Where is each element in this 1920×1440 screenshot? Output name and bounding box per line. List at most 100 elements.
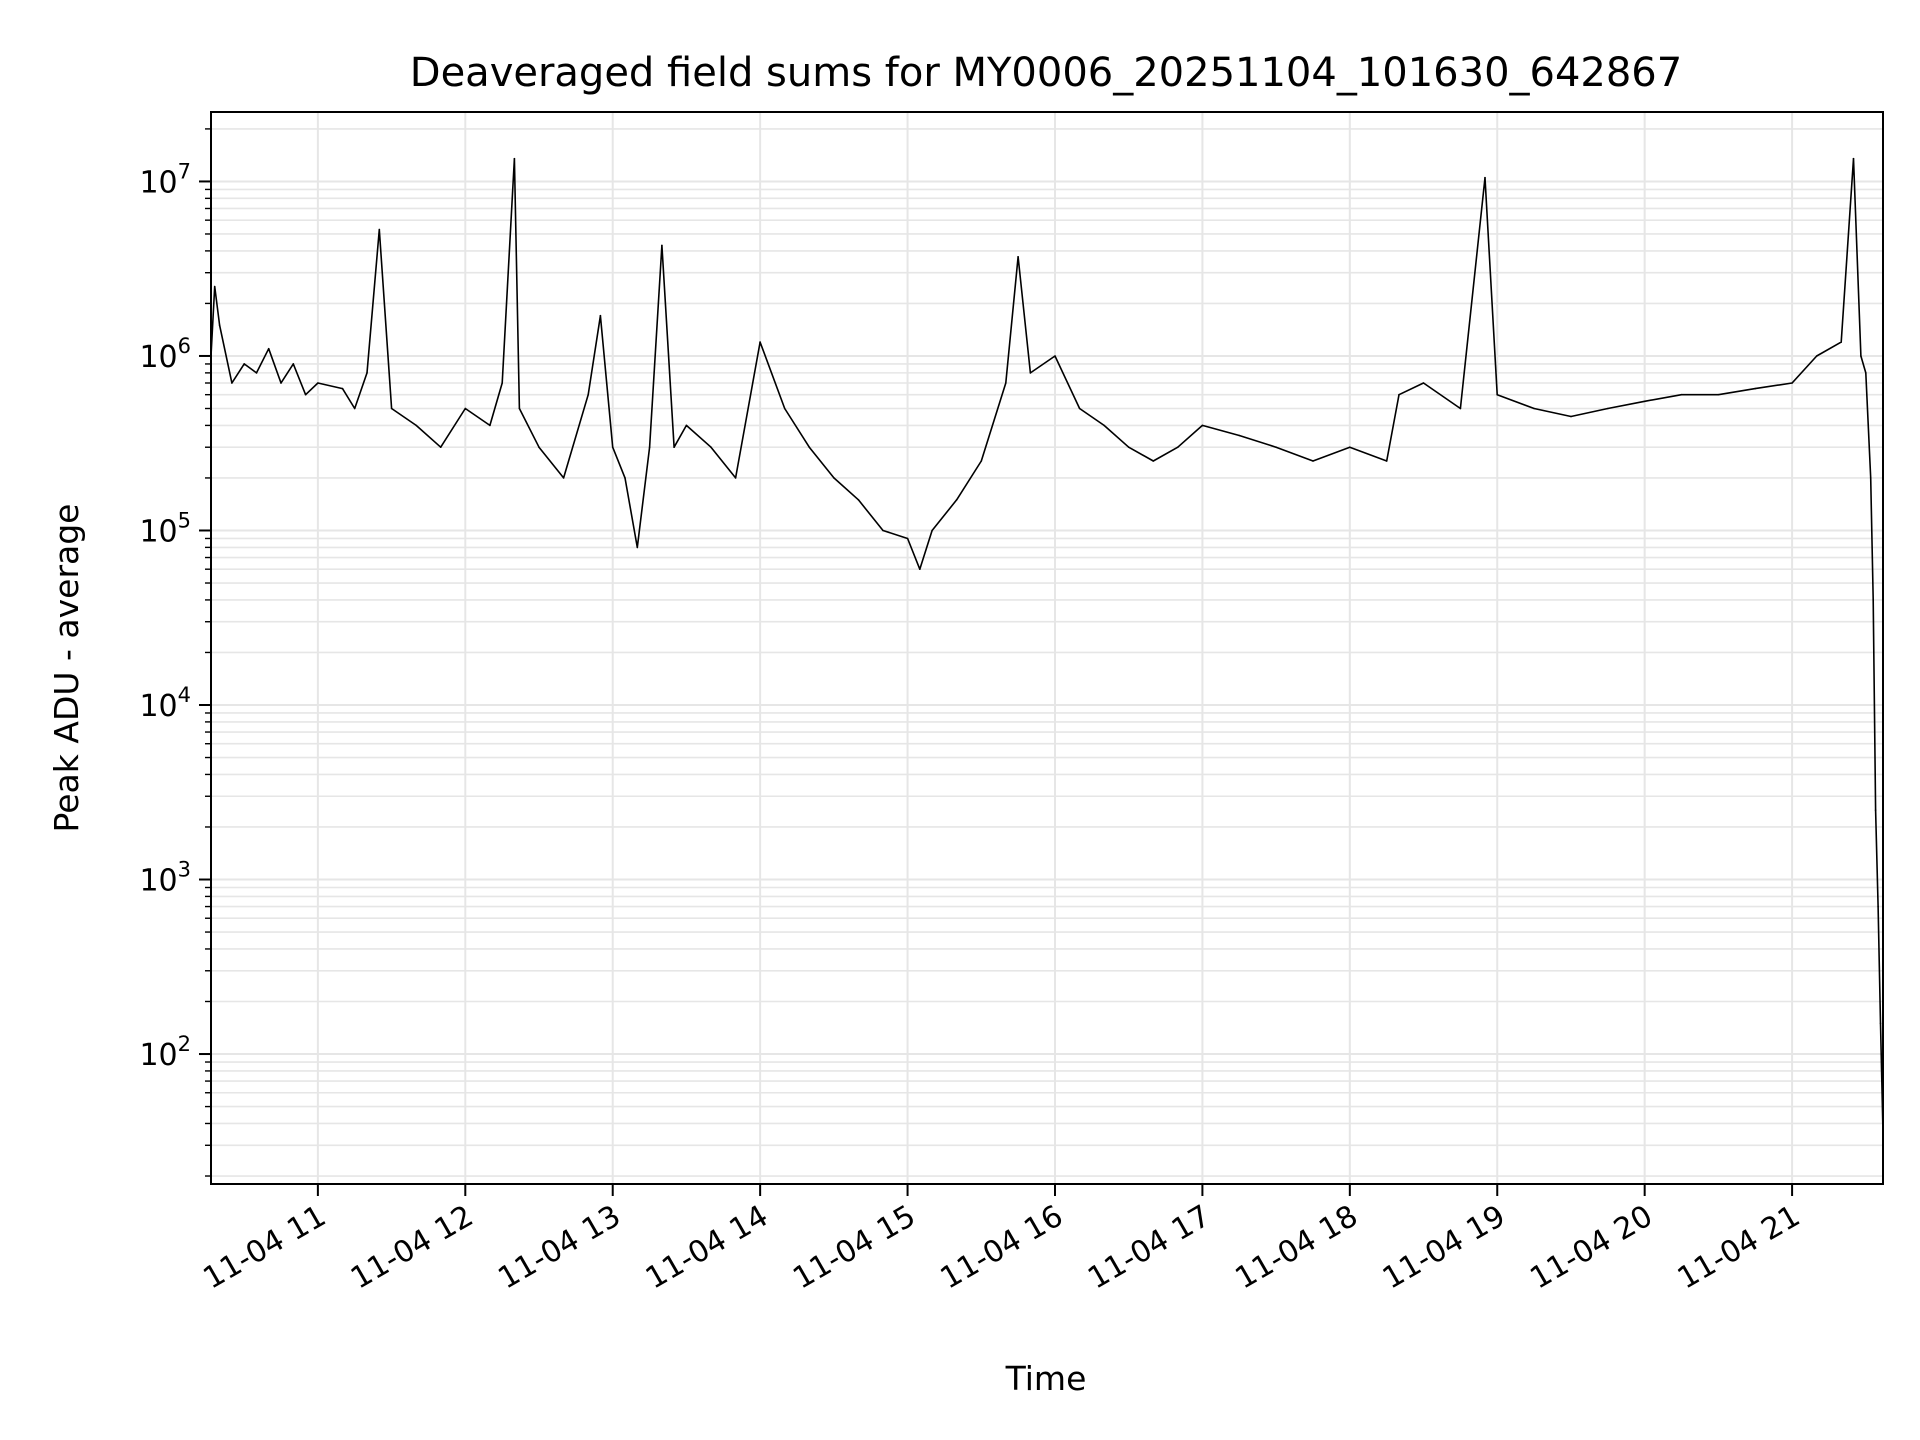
data-point bbox=[378, 228, 381, 231]
data-point bbox=[636, 546, 639, 549]
y-tick-base: 10 bbox=[139, 1038, 177, 1073]
data-point bbox=[624, 477, 626, 479]
y-tick-base: 10 bbox=[139, 340, 177, 375]
data-point bbox=[243, 363, 245, 365]
data-point bbox=[538, 446, 540, 449]
data-point bbox=[833, 477, 835, 479]
series-line bbox=[210, 157, 1884, 1134]
data-point bbox=[1860, 355, 1862, 357]
data-point bbox=[231, 382, 233, 384]
data-point bbox=[501, 382, 504, 384]
data-point bbox=[464, 407, 467, 410]
data-point bbox=[1177, 446, 1179, 449]
y-tick-exponent: 4 bbox=[178, 683, 191, 707]
y-tick-base: 10 bbox=[139, 864, 177, 899]
data-point bbox=[1717, 393, 1720, 396]
data-point bbox=[906, 537, 909, 540]
data-point bbox=[353, 407, 356, 410]
data-point bbox=[1017, 255, 1019, 258]
data-point bbox=[1607, 407, 1609, 410]
data-point bbox=[919, 568, 921, 570]
y-tick-exponent: 7 bbox=[178, 159, 191, 183]
data-point bbox=[1238, 434, 1241, 437]
data-point bbox=[1791, 382, 1793, 384]
data-point bbox=[1872, 599, 1874, 601]
data-point bbox=[304, 393, 307, 396]
data-point bbox=[857, 499, 860, 501]
y-tick-exponent: 6 bbox=[178, 334, 191, 358]
data-point bbox=[415, 424, 418, 427]
data-point bbox=[1570, 415, 1572, 418]
data-point bbox=[1029, 372, 1032, 374]
data-point bbox=[1078, 407, 1081, 410]
data-point bbox=[882, 529, 884, 532]
data-point bbox=[710, 446, 712, 449]
data-point bbox=[685, 424, 688, 427]
y-tick-label: 104 bbox=[139, 683, 191, 724]
data-point bbox=[1865, 372, 1867, 374]
y-tick-base: 10 bbox=[139, 165, 177, 200]
y-axis-title: Peak ADU - average bbox=[47, 504, 86, 833]
data-point bbox=[661, 244, 663, 247]
data-point bbox=[1422, 382, 1425, 384]
data-point bbox=[1103, 424, 1105, 427]
y-tick-base: 10 bbox=[139, 514, 177, 549]
data-point bbox=[218, 324, 221, 327]
data-point bbox=[1312, 460, 1314, 462]
data-point bbox=[734, 477, 737, 479]
data-point bbox=[1201, 424, 1204, 427]
y-tick-label: 103 bbox=[139, 858, 191, 899]
data-point bbox=[1869, 477, 1872, 479]
data-point bbox=[931, 529, 933, 532]
plot-frame bbox=[210, 111, 1884, 1185]
data-point bbox=[783, 407, 786, 410]
data-point bbox=[587, 393, 589, 396]
data-point bbox=[439, 446, 442, 449]
y-tick-exponent: 5 bbox=[178, 508, 191, 532]
data-point bbox=[1879, 1022, 1882, 1025]
data-point bbox=[1398, 393, 1400, 396]
data-point bbox=[1275, 446, 1277, 449]
data-point bbox=[513, 157, 516, 160]
y-tick-exponent: 2 bbox=[178, 1032, 191, 1056]
data-point bbox=[489, 424, 491, 427]
data-point bbox=[366, 372, 368, 374]
data-point bbox=[1496, 393, 1498, 396]
data-point bbox=[955, 499, 958, 501]
x-axis-title: Time bbox=[1005, 1359, 1087, 1398]
data-point bbox=[341, 387, 344, 390]
data-point bbox=[1754, 387, 1756, 390]
data-point bbox=[317, 382, 319, 384]
data-point bbox=[759, 341, 761, 343]
data-point bbox=[562, 477, 565, 479]
data-point bbox=[267, 347, 270, 350]
data-point bbox=[673, 446, 675, 449]
data-point bbox=[611, 446, 614, 449]
chart-title: Deaveraged field sums for MY0006_2025110… bbox=[410, 50, 1682, 96]
data-point bbox=[1643, 400, 1646, 403]
data-point bbox=[213, 285, 216, 288]
data-point bbox=[1459, 407, 1462, 410]
data-point bbox=[1852, 157, 1855, 160]
y-tick-label: 106 bbox=[139, 334, 191, 375]
data-point bbox=[1127, 446, 1130, 449]
data-point bbox=[280, 382, 282, 384]
data-point bbox=[1815, 355, 1818, 357]
data-point bbox=[518, 407, 521, 410]
data-point bbox=[648, 446, 651, 449]
data-point bbox=[390, 407, 393, 410]
data-point bbox=[980, 460, 983, 462]
y-tick-base: 10 bbox=[139, 689, 177, 724]
y-tick-label: 105 bbox=[139, 508, 191, 549]
data-point bbox=[1349, 446, 1351, 449]
data-point bbox=[1840, 341, 1842, 343]
data-point bbox=[808, 446, 811, 449]
axes bbox=[210, 111, 1884, 1185]
data-point bbox=[1054, 355, 1056, 357]
data-point bbox=[292, 363, 295, 365]
data-point bbox=[1152, 460, 1155, 462]
data-point bbox=[255, 372, 258, 374]
